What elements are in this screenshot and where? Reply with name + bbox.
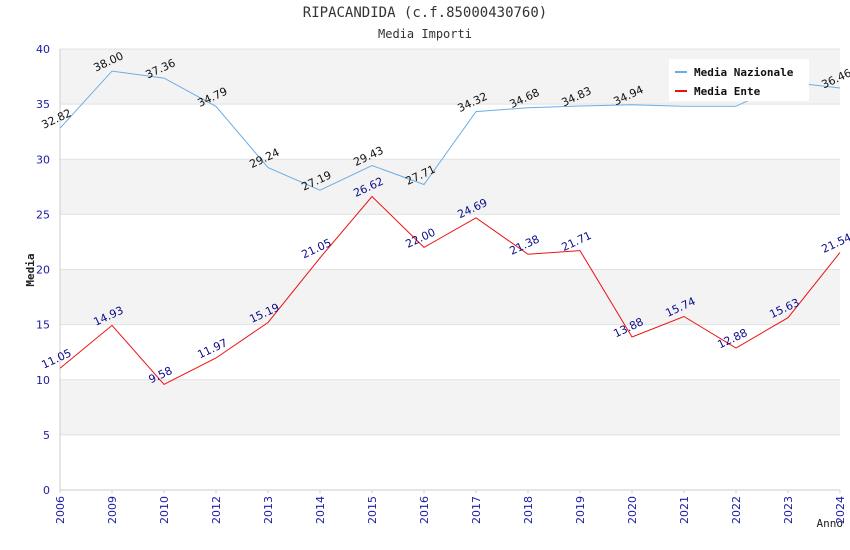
x-tick-label: 2009	[106, 496, 119, 524]
y-tick-label: 25	[36, 208, 50, 221]
y-tick-label: 5	[43, 429, 50, 442]
plot-band-shaded	[60, 159, 840, 215]
y-tick-label: 30	[36, 153, 50, 166]
legend-item: Media Ente	[694, 85, 761, 98]
series-line-media-ente	[59, 195, 841, 386]
x-tick-label: 2019	[574, 496, 587, 524]
x-tick-label: 2018	[522, 496, 535, 524]
plot-band-shaded	[60, 379, 840, 435]
x-tick-label: 2024	[834, 496, 847, 524]
plot-band-shaded	[60, 269, 840, 325]
x-tick-label: 2010	[158, 496, 171, 524]
plot-band	[60, 434, 840, 490]
x-tick-label: 2016	[418, 496, 431, 524]
legend-item: Media Nazionale	[694, 66, 794, 79]
y-axis-title: Media	[24, 253, 37, 286]
legend-box	[669, 59, 809, 101]
y-tick-label: 40	[36, 43, 50, 56]
series-line-media-nazionale	[59, 70, 841, 191]
x-tick-label: 2006	[54, 496, 67, 524]
x-tick-label: 2017	[470, 496, 483, 524]
x-tick-label: 2014	[314, 496, 327, 524]
chart-subtitle: Media Importi	[378, 27, 472, 41]
x-tick-label: 2015	[366, 496, 379, 524]
plot-band	[60, 104, 840, 160]
y-tick-label: 0	[43, 484, 50, 497]
y-tick-label: 35	[36, 98, 50, 111]
x-tick-label: 2013	[262, 496, 275, 524]
x-tick-label: 2022	[730, 496, 743, 524]
x-tick-label: 2012	[210, 496, 223, 524]
x-tick-label: 2021	[678, 496, 691, 524]
x-tick-label: 2020	[626, 496, 639, 524]
plot-band	[60, 324, 840, 380]
y-tick-label: 15	[36, 319, 50, 332]
plot-band	[60, 214, 840, 270]
x-axis-title: Anno	[817, 517, 844, 530]
y-tick-label: 20	[36, 264, 50, 277]
chart-title: RIPACANDIDA (c.f.85000430760)	[302, 5, 548, 21]
x-tick-label: 2023	[782, 496, 795, 524]
y-tick-label: 10	[36, 374, 50, 387]
